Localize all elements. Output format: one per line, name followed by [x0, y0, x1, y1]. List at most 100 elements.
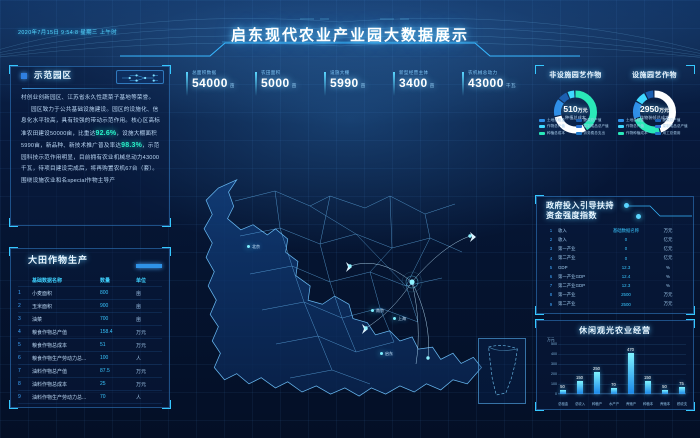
gov-table-row[interactable]: 1 收入 基础数据名称 万元 [544, 226, 686, 235]
cell-unit: % [666, 283, 670, 289]
legend-item-1[interactable]: 蔬菜总产值 [654, 118, 692, 123]
corner-decor [535, 195, 544, 204]
cell-unit: 万元 [663, 301, 673, 307]
legend-item-4[interactable]: 种植总成本 [539, 131, 576, 136]
cell-index: 5 [18, 342, 21, 348]
bar-item-1[interactable]: 150 [575, 344, 584, 394]
facility-donut-svg[interactable] [615, 84, 694, 140]
table-row[interactable]: 2 玉米面积 900 亩 [18, 300, 162, 313]
gov-table-row[interactable]: 8 第一产业 2500 万元 [544, 290, 686, 299]
leisure-agriculture-panel: 休闲观光农业经营 万元 0 100 200 300 400 500 50 150 250 70 4… [535, 319, 695, 411]
stat-label: 农田面积 [261, 70, 281, 75]
china-map[interactable]: 北京 上海 南京 启东 [180, 96, 530, 416]
bar-rect[interactable] [593, 372, 600, 394]
map-point-dot[interactable] [393, 317, 396, 320]
gov-table-row[interactable]: 3 第一产业 0 亿元 [544, 244, 686, 253]
legend-item-5[interactable]: 劳务费总支出 [575, 131, 613, 136]
bar-item-2[interactable]: 250 [592, 344, 601, 394]
bar-chart-bars[interactable]: 50 150 250 70 470 150 50 75 [558, 344, 686, 394]
bar-rect[interactable] [627, 352, 634, 394]
bar-rect[interactable] [559, 389, 566, 394]
legend-item-2[interactable]: 作物总产值 [618, 124, 655, 129]
gov-funding-table[interactable]: 1 收入 基础数据名称 万元 2 收入 0 亿元 3 第一产业 0 亿元 4 第二产业 0 亿元 5 GDP 12.… [544, 226, 686, 309]
gov-table-row[interactable]: 2 收入 0 亿元 [544, 235, 686, 244]
donut-segment-0[interactable] [633, 90, 676, 134]
donut-segment-3[interactable] [630, 87, 680, 137]
legend-item-0[interactable]: 土地总租金 [539, 118, 576, 123]
table-row[interactable]: 8 油料作物总成本 25 万元 [18, 378, 162, 391]
bar-chart-title: 休闲观光农业经营 [579, 326, 651, 335]
donut-segment-4[interactable] [631, 88, 679, 136]
field-crop-panel: 大田作物生产 基础数据名称 数量 单位 1 小麦面积 800 亩 2 玉米面积 900 亩 3 油菜 70… [9, 247, 171, 409]
bar-item-7[interactable]: 75 [677, 344, 686, 394]
bar-item-6[interactable]: 50 [660, 344, 669, 394]
map-point-dot[interactable] [371, 309, 374, 312]
table-row[interactable]: 9 油料作物生产劳动力总... 70 人 [18, 391, 162, 404]
bar-rect[interactable] [661, 389, 668, 394]
bar-item-5[interactable]: 150 [643, 344, 652, 394]
stat-item-1: 农田面积 5000 亩 [255, 70, 324, 100]
facility-title: 设施园艺作物 [632, 72, 677, 79]
legend-item-4[interactable]: 作物种植成本 [618, 131, 655, 136]
cell-value: 12.4 [621, 274, 631, 280]
legend-item-1[interactable]: 蔬菜总产值 [575, 117, 613, 123]
gov-table-row[interactable]: 6 第一产业GDP 12.4% [544, 272, 686, 281]
bar-item-0[interactable]: 50 [558, 344, 567, 394]
legend-swatch [539, 118, 545, 122]
donut-segment-0[interactable] [554, 90, 597, 134]
corner-decor [535, 65, 544, 74]
gridline [558, 364, 686, 365]
gov-table-row[interactable]: 9 第二产业 2500 万元 [544, 300, 686, 309]
bar-x-label-0: 总租金 [558, 402, 569, 406]
map-point-dot[interactable] [247, 245, 250, 248]
bar-value-label: 250 [593, 366, 600, 371]
legend-label: 土地总租金 [547, 117, 565, 122]
legend-item-3[interactable]: 菜制成品总产值 [654, 124, 692, 129]
bar-item-4[interactable]: 470 [626, 344, 635, 394]
table-row[interactable]: 7 油料作物总产值 87.5 万元 [18, 365, 162, 378]
cell-qty: 87.5 [100, 368, 110, 374]
gov-table-row[interactable]: 7 第二产业GDP 12.3% [544, 281, 686, 290]
bar-rect[interactable] [678, 387, 685, 394]
cell-index: 3 [18, 316, 21, 322]
table-row[interactable]: 4 粮食作物总产值 158.4 万元 [18, 326, 162, 339]
cell-qty: 70 [100, 394, 106, 400]
table-row[interactable]: 1 小麦面积 800 亩 [18, 287, 162, 300]
donut-segment-4[interactable] [552, 89, 599, 136]
bar-rect[interactable] [644, 380, 651, 394]
table-row[interactable]: 3 油菜 700 亩 [18, 313, 162, 326]
legend-item-2[interactable]: 作物总产值 [539, 124, 576, 129]
map-inset-svg [488, 345, 518, 396]
field-crop-table[interactable]: 基础数据名称 数量 单位 1 小麦面积 800 亩 2 玉米面积 900 亩 3 油菜 700 亩 4 粮食作物… [18, 274, 162, 404]
gov-table-row[interactable]: 5 GDP 12.3% [544, 263, 686, 272]
gov-table-row[interactable]: 4 第二产业 0 亿元 [544, 254, 686, 263]
bar-chart-plot[interactable]: 0 100 200 300 400 500 50 150 250 70 470 150 50 75 [551, 342, 686, 396]
non-facility-title: 非设施园艺作物 [549, 72, 602, 79]
chip-network-icon-svg [122, 74, 158, 82]
table-row[interactable]: 6 粮食作物生产劳动力总... 100 人 [18, 352, 162, 365]
bar-rect[interactable] [610, 387, 617, 394]
table-row[interactable]: 5 粮食作物总成本 51 万元 [18, 339, 162, 352]
facility-legend: 土地总租金 蔬菜总产值 作物总产值 菜制成品总产值作物种植成本 用工总费用 [618, 118, 691, 138]
cell-unit: % [666, 264, 670, 270]
legend-label: 蔬菜总产值 [583, 117, 602, 122]
legend-swatch [618, 131, 624, 135]
non-facility-donut-svg[interactable] [536, 84, 615, 140]
col-unit: 单位 [136, 277, 147, 284]
stat-value: 5000 亩 [261, 76, 297, 90]
gov-connector-decor [628, 205, 692, 217]
bar-x-label-5: 种植本 [643, 402, 654, 406]
cell-name: 油料作物总成本 [32, 381, 68, 388]
china-map-svg[interactable] [180, 96, 530, 416]
legend-item-5[interactable]: 用工总费用 [654, 131, 692, 136]
legend-item-0[interactable]: 土地总租金 [618, 118, 655, 123]
y-tick: 0 [555, 392, 557, 396]
non-facility-donut[interactable]: 510万元 种植总成本 [536, 84, 615, 140]
cell-name: 粮食作物总成本 [32, 342, 68, 349]
facility-donut[interactable]: 2950万元 作物装帧总成本 [615, 84, 694, 140]
legend-item-3[interactable]: 菜制成品总产值 [575, 124, 613, 129]
map-point-dot[interactable] [380, 352, 383, 355]
bar-item-3[interactable]: 70 [609, 344, 618, 394]
cell-value: 2500 [621, 292, 631, 298]
bar-rect[interactable] [576, 380, 583, 394]
